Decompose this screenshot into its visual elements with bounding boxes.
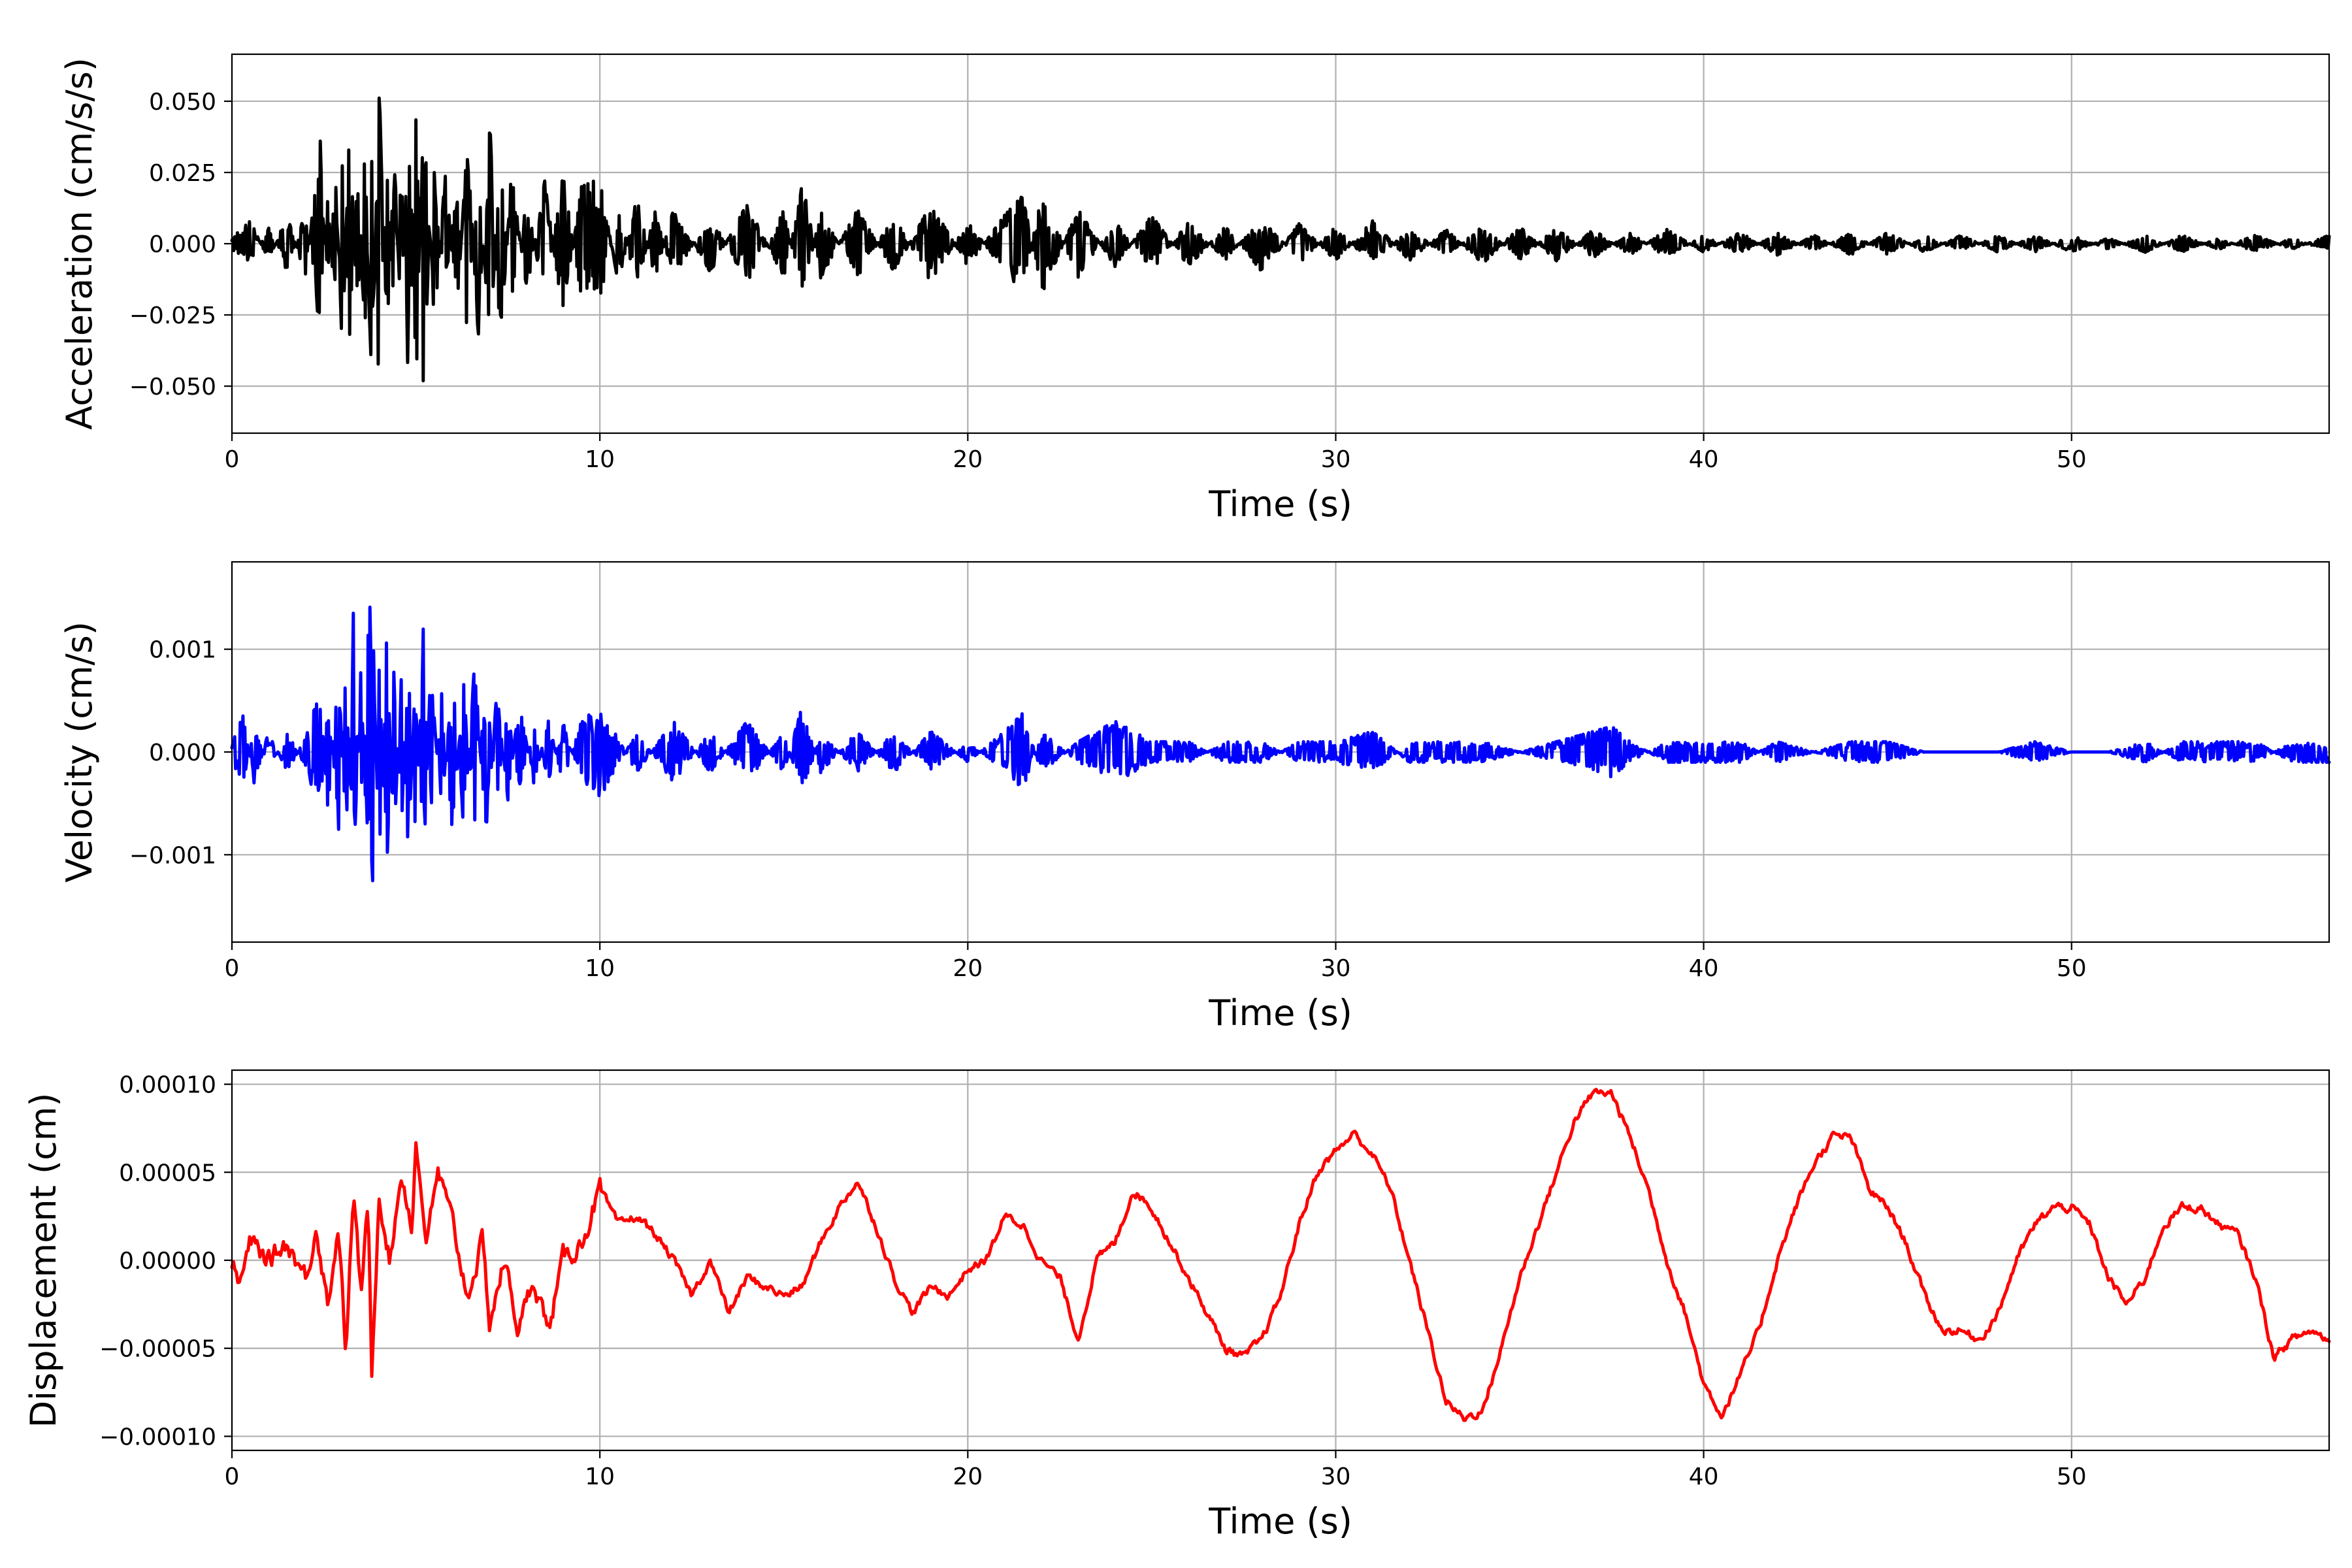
velocity-x-axis-label: Time (s) — [1208, 992, 1352, 1034]
velocity-x-tick-label: 30 — [1321, 955, 1351, 982]
acceleration-y-tick-label: 0.000 — [149, 231, 216, 258]
velocity-x-tick-label: 40 — [1689, 955, 1719, 982]
acceleration-panel: 0 10 20 30 40 50 −0.050 −0.025 0.000 0.025 0.050 Ti… — [59, 53, 2331, 525]
velocity-y-tick-label: 0.000 — [149, 740, 216, 766]
displacement-x-tick-label: 0 — [225, 1463, 240, 1490]
displacement-x-axis-label: Time (s) — [1208, 1501, 1352, 1542]
displacement-series-line — [230, 1088, 2331, 1422]
displacement-x-tick-label: 50 — [2057, 1463, 2087, 1490]
acceleration-series-line — [230, 96, 2331, 383]
displacement-y-tick-label: 0.00005 — [119, 1160, 216, 1186]
velocity-y-axis-label: Velocity (cm/s) — [59, 621, 100, 883]
acceleration-y-tick-label: 0.025 — [149, 160, 216, 187]
acceleration-y-axis-label: Acceleration (cm/s/s) — [59, 57, 100, 430]
velocity-series-line — [230, 605, 2331, 883]
acceleration-y-tick-label: −0.050 — [129, 374, 216, 400]
acceleration-x-tick-label: 10 — [585, 446, 615, 473]
displacement-panel: 0 10 20 30 40 50 −0.00010 −0.00005 0.00000 0.0000… — [23, 1069, 2331, 1542]
velocity-y-tick-label: −0.001 — [129, 842, 216, 869]
velocity-panel: 0 10 20 30 40 50 −0.001 0.000 0.001 Time (s) Veloc… — [59, 561, 2331, 1034]
velocity-x-tick-label: 50 — [2057, 955, 2087, 982]
velocity-y-tick-label: 0.001 — [149, 637, 216, 664]
displacement-y-axis-label: Displacement (cm) — [23, 1093, 64, 1428]
displacement-x-tick-label: 40 — [1689, 1463, 1719, 1490]
displacement-y-tick-label: −0.00005 — [99, 1336, 216, 1363]
acceleration-x-tick-label: 30 — [1321, 446, 1351, 473]
acceleration-x-tick-label: 0 — [225, 446, 240, 473]
displacement-y-tick-label: 0.00000 — [119, 1248, 216, 1275]
velocity-x-tick-label: 10 — [585, 955, 615, 982]
acceleration-x-tick-label: 40 — [1689, 446, 1719, 473]
acceleration-x-tick-label: 50 — [2057, 446, 2087, 473]
acceleration-y-tick-label: −0.025 — [129, 302, 216, 329]
velocity-x-tick-label: 20 — [953, 955, 983, 982]
displacement-y-tick-label: −0.00010 — [99, 1424, 216, 1450]
displacement-x-tick-label: 20 — [953, 1463, 983, 1490]
acceleration-x-axis-label: Time (s) — [1208, 483, 1352, 525]
acceleration-x-tick-label: 20 — [953, 446, 983, 473]
chart-panels: 0 10 20 30 40 50 −0.050 −0.025 0.000 0.025 0.050 Ti… — [23, 53, 2331, 1542]
displacement-x-tick-label: 30 — [1321, 1463, 1351, 1490]
displacement-x-tick-label: 10 — [585, 1463, 615, 1490]
velocity-x-tick-label: 0 — [225, 955, 240, 982]
displacement-y-tick-label: 0.00010 — [119, 1072, 216, 1099]
acceleration-y-tick-label: 0.050 — [149, 89, 216, 116]
